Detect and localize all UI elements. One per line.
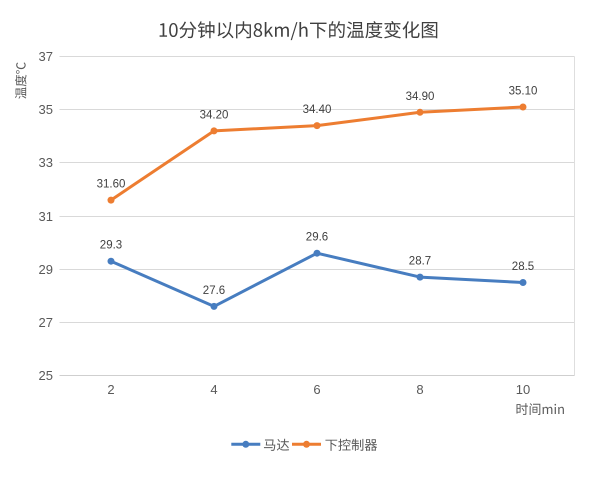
svg-text:28.7: 28.7 xyxy=(409,256,431,268)
svg-text:27.6: 27.6 xyxy=(203,285,225,297)
svg-text:10: 10 xyxy=(516,382,530,397)
svg-text:29.3: 29.3 xyxy=(100,240,122,252)
svg-text:6: 6 xyxy=(313,382,320,397)
svg-text:35.10: 35.10 xyxy=(509,86,538,98)
svg-text:8: 8 xyxy=(416,382,423,397)
svg-text:29: 29 xyxy=(39,262,53,277)
svg-text:35: 35 xyxy=(39,102,53,117)
svg-text:34.40: 34.40 xyxy=(303,104,332,116)
svg-text:27: 27 xyxy=(39,315,53,330)
svg-text:29.6: 29.6 xyxy=(306,232,328,244)
svg-text:28.5: 28.5 xyxy=(512,261,534,273)
svg-text:31: 31 xyxy=(39,209,53,224)
svg-text:37: 37 xyxy=(39,49,53,64)
svg-text:31.60: 31.60 xyxy=(97,179,126,191)
svg-text:25: 25 xyxy=(39,368,53,383)
svg-text:34.90: 34.90 xyxy=(406,91,435,103)
svg-text:34.20: 34.20 xyxy=(200,109,229,121)
svg-text:33: 33 xyxy=(39,155,53,170)
svg-text:4: 4 xyxy=(210,382,217,397)
svg-text:2: 2 xyxy=(107,382,114,397)
